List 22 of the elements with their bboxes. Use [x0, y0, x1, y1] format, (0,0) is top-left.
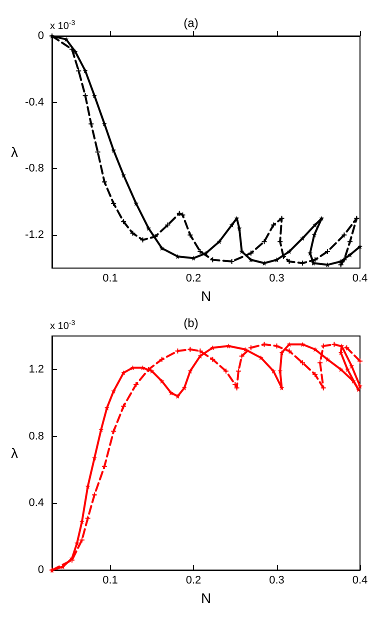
y-tick-label: 1.2 [28, 363, 44, 376]
chart-title: (a) [184, 16, 198, 30]
y-tick-label: -1.2 [25, 228, 44, 241]
y-tick-label: 0 [38, 564, 44, 576]
x-axis-title: N [200, 590, 212, 606]
chart-title: (b) [184, 316, 198, 330]
y-tick-label: -0.8 [25, 162, 44, 175]
x-tick-label: 0.4 [352, 272, 368, 285]
y-tick-label: 0.8 [28, 430, 44, 442]
y-tick-label: 0.4 [28, 497, 44, 510]
x-tick-label: 0.1 [102, 574, 118, 587]
x-tick-label: 0.2 [186, 272, 202, 285]
x-tick-label: 0.1 [102, 272, 118, 285]
y-axis-title: λ [11, 445, 18, 462]
x-tick-label: 0.3 [269, 574, 284, 587]
y-tick-label: -0.4 [25, 96, 44, 108]
x-axis-title: N [200, 288, 212, 304]
x-tick-label: 0.2 [186, 574, 202, 587]
y-axis-title: λ [11, 144, 18, 160]
y-tick-label: 0 [38, 30, 44, 42]
x-tick-label: 0.4 [352, 574, 368, 587]
x-tick-label: 0.3 [269, 272, 284, 285]
